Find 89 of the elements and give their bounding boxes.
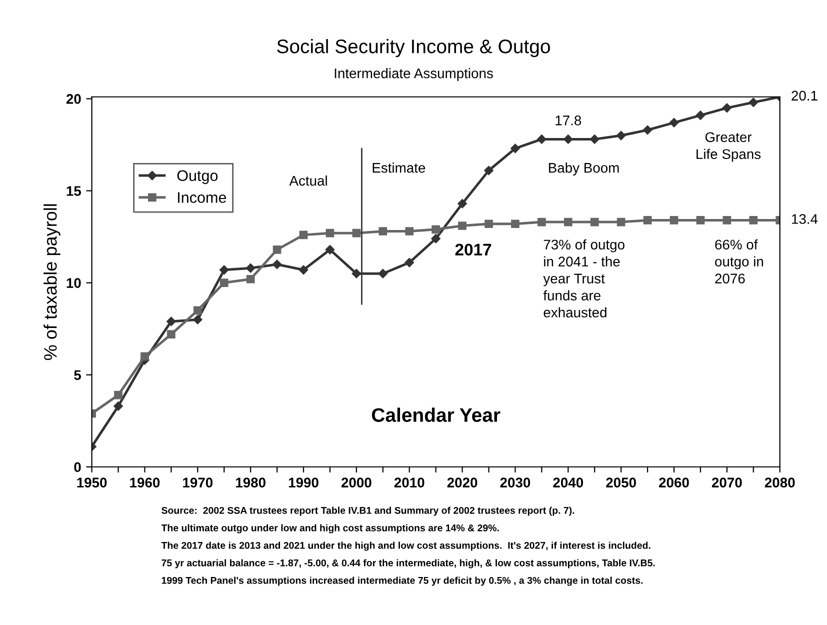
text: 1999 Tech Panel's assumptions increased intermediate 75 yr deficit by 0.5% , a 3% change in total costs.: [162, 576, 643, 586]
x-tick-label: 2040: [553, 478, 584, 488]
point: [722, 216, 732, 224]
annotation: 13.4: [792, 214, 818, 224]
point: [272, 260, 282, 270]
x-tick-label: 2030: [500, 478, 530, 488]
point: [114, 402, 123, 411]
point: [669, 118, 679, 128]
point: [458, 199, 467, 208]
point: [246, 274, 255, 284]
point: [484, 166, 494, 176]
x-tick-label: 1990: [288, 478, 318, 488]
point: [484, 220, 493, 228]
point: [140, 352, 149, 361]
point: [352, 228, 361, 238]
point: [511, 220, 520, 228]
point: [510, 144, 520, 154]
y-tick-label: 5: [74, 370, 81, 380]
point: [431, 234, 440, 244]
point: [220, 278, 228, 287]
x-tick-label: 1980: [236, 478, 266, 488]
point: [643, 216, 652, 224]
point: [749, 216, 758, 224]
point: [696, 216, 705, 224]
annotation: 17.8: [556, 116, 582, 126]
point: [219, 265, 229, 275]
x-tick-label: 2060: [659, 478, 689, 488]
point: [590, 218, 599, 226]
x-tick-label: 2080: [764, 478, 795, 488]
point: [166, 316, 176, 326]
legend-label: Income: [178, 192, 226, 203]
point: [642, 125, 652, 135]
y-axis-title: % of taxable payroll: [44, 204, 60, 360]
y-tick-label: 10: [66, 278, 81, 288]
point: [616, 218, 626, 226]
annotation: Estimate: [372, 162, 426, 173]
annotation: Actual: [289, 176, 327, 186]
point: [272, 245, 282, 254]
point: [404, 258, 414, 268]
x-tick-label: 2010: [394, 478, 424, 488]
y-tick-label: 20: [66, 94, 81, 104]
x-tick-label: 2000: [341, 478, 372, 488]
point: [590, 134, 600, 144]
point: [748, 98, 758, 108]
point: [616, 130, 626, 140]
text: The ultimate outgo under low and high cost assumptions are 14% & 29%.: [161, 524, 499, 534]
point: [298, 265, 308, 275]
y-tick-label: 15: [66, 186, 81, 196]
point: [352, 268, 362, 278]
text: The 2017 date is 2013 and 2021 under the high and low cost assumptions. It's 2027, if interest is included.: [161, 542, 650, 551]
point: [167, 330, 176, 339]
x-tick-label: 2050: [606, 478, 636, 488]
annotation: 2017: [455, 244, 492, 256]
x-tick-label: 2070: [712, 478, 742, 488]
text: 75 yr actuarial balance = -1.87, -5.00, & 0.44 for the intermediate, high, & low cost assumptions, Table IV.B5.: [162, 559, 655, 568]
point: [405, 227, 414, 236]
point: [432, 225, 440, 234]
annotation: Greater Life Spans: [696, 132, 761, 162]
point: [299, 230, 308, 240]
point: [193, 306, 202, 315]
point: [538, 218, 546, 226]
x-tick-label: 1970: [183, 478, 213, 488]
annotation: Baby Boom: [549, 162, 619, 176]
point: [114, 390, 122, 400]
point: [564, 134, 573, 144]
y-tick-label: 0: [74, 462, 81, 472]
point: [670, 216, 678, 224]
point: [696, 110, 706, 120]
point: [193, 314, 202, 324]
annotation: 20.1: [792, 90, 818, 101]
chart-subtitle: Intermediate Assumptions: [334, 68, 493, 82]
annotation: 66% of outgo in 2076: [715, 239, 764, 284]
chart-title: Social Security Income & Outgo: [277, 39, 550, 58]
point: [246, 263, 256, 273]
x-tick-label: 2020: [447, 478, 478, 488]
point: [722, 103, 732, 113]
point: [537, 134, 546, 144]
point: [378, 268, 388, 278]
point: [564, 218, 572, 226]
point: [325, 245, 335, 254]
x-axis-title: Calendar Year: [372, 408, 500, 422]
source-note: Source: 2002 SSA trustees report Table IV.B1 and Summary of 2002 trustees report (p. 7).: [162, 506, 574, 516]
annotation: 73% of outgo in 2041 - the year Trust funds are exhausted: [543, 239, 624, 318]
x-tick-label: 1950: [77, 478, 107, 488]
point: [378, 227, 388, 236]
point: [326, 228, 334, 238]
legend-label: Outgo: [177, 170, 218, 184]
point: [458, 222, 466, 230]
x-tick-label: 1960: [130, 478, 160, 488]
